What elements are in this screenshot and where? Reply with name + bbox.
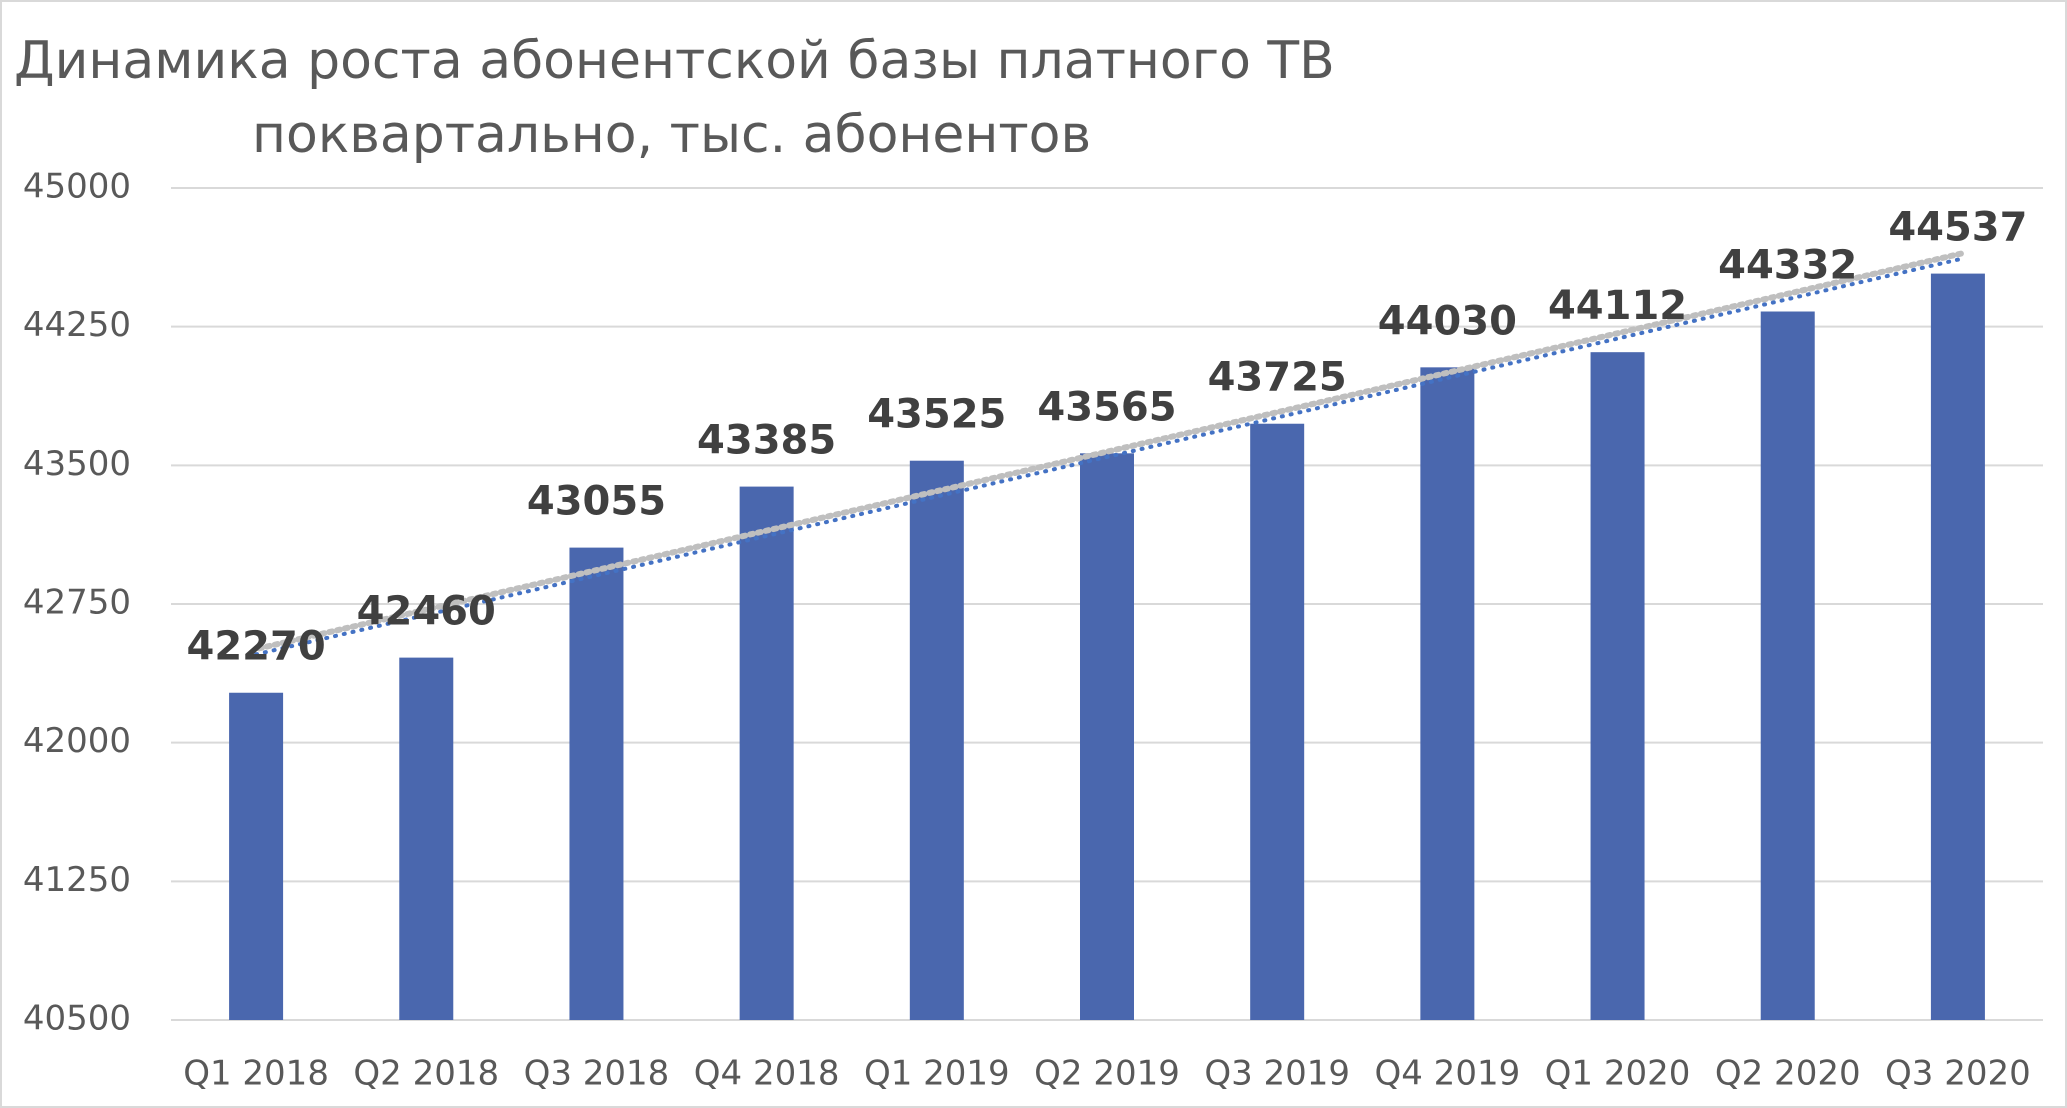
data-label: 44332 (1718, 243, 1857, 289)
data-label: 44112 (1548, 283, 1687, 329)
data-label: 44030 (1378, 298, 1517, 344)
bar (569, 547, 624, 1020)
x-tick-label: Q3 2020 (1885, 1054, 2031, 1094)
bar (739, 486, 794, 1020)
x-tick-label: Q4 2019 (1374, 1054, 1520, 1094)
x-tick-label: Q2 2018 (353, 1054, 499, 1094)
y-tick-label: 40500 (23, 999, 131, 1039)
bar (1420, 367, 1475, 1020)
bar (399, 657, 454, 1020)
y-tick-label: 41250 (23, 860, 131, 900)
y-tick-label: 43500 (23, 444, 131, 484)
bar (1760, 311, 1815, 1021)
bar (1590, 352, 1645, 1020)
y-tick-label: 44250 (23, 305, 131, 345)
bar (1930, 273, 1985, 1021)
x-tick-label: Q1 2018 (183, 1054, 329, 1094)
bar (1080, 453, 1134, 1020)
data-label: 44537 (1888, 205, 2027, 251)
data-label: 43385 (697, 418, 836, 464)
chart-title: Динамика роста абонентской базы платного… (14, 31, 1335, 91)
bar (229, 692, 284, 1020)
trendline (254, 257, 1960, 657)
y-tick-label: 45000 (23, 167, 131, 207)
x-tick-label: Q3 2018 (524, 1054, 670, 1094)
x-tick-label: Q2 2019 (1034, 1054, 1180, 1094)
data-label: 42270 (187, 624, 326, 670)
data-label: 43565 (1037, 384, 1176, 430)
x-tick-label: Q4 2018 (694, 1054, 840, 1094)
bar (909, 460, 964, 1020)
y-tick-label: 42000 (23, 721, 131, 761)
chart-title: поквартально, тыс. абонентов (252, 105, 1091, 165)
data-label: 43055 (527, 479, 666, 525)
x-tick-label: Q1 2019 (864, 1054, 1010, 1094)
y-tick-label: 42750 (23, 583, 131, 623)
data-label: 42460 (357, 589, 496, 635)
x-tick-label: Q3 2019 (1204, 1054, 1350, 1094)
x-tick-label: Q2 2020 (1715, 1054, 1861, 1094)
data-label: 43525 (867, 392, 1006, 438)
bar (1250, 423, 1305, 1020)
data-label: 43725 (1208, 355, 1347, 401)
x-tick-label: Q1 2020 (1545, 1054, 1691, 1094)
trendline-shadow (256, 250, 1964, 652)
